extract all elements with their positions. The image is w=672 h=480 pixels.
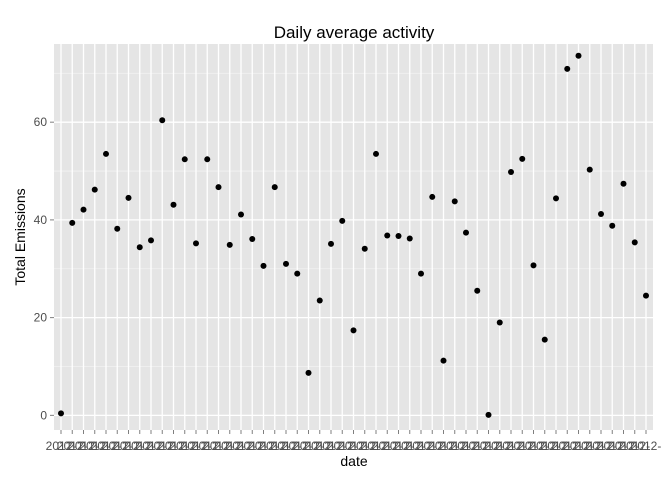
data-point bbox=[598, 211, 604, 217]
data-point bbox=[621, 181, 627, 187]
data-point bbox=[407, 235, 413, 241]
data-point bbox=[452, 198, 458, 204]
data-point bbox=[519, 156, 525, 162]
data-point bbox=[261, 263, 267, 269]
data-point bbox=[576, 53, 582, 59]
data-point bbox=[182, 156, 188, 162]
data-point bbox=[159, 117, 165, 123]
data-point bbox=[249, 236, 255, 242]
data-point bbox=[531, 262, 537, 268]
data-point bbox=[306, 370, 312, 376]
data-point bbox=[373, 151, 379, 157]
data-point bbox=[272, 184, 278, 190]
y-tick-label: 20 bbox=[34, 311, 48, 325]
data-point bbox=[81, 207, 87, 213]
data-point bbox=[463, 230, 469, 236]
data-point bbox=[564, 66, 570, 72]
x-axis-ticks: 2012-2012-2012-2012-2012-2012-2012-2012-… bbox=[46, 430, 662, 453]
data-point bbox=[553, 195, 559, 201]
data-point bbox=[193, 240, 199, 246]
data-point bbox=[204, 156, 210, 162]
data-point bbox=[58, 410, 64, 416]
data-point bbox=[92, 187, 98, 193]
data-point bbox=[351, 327, 357, 333]
x-axis-title: date bbox=[340, 453, 367, 469]
data-point bbox=[587, 167, 593, 173]
data-point bbox=[114, 226, 120, 232]
data-point bbox=[126, 195, 132, 201]
data-point bbox=[609, 223, 615, 229]
data-point bbox=[542, 337, 548, 343]
data-point bbox=[328, 241, 334, 247]
data-point bbox=[69, 220, 75, 226]
y-axis-ticks: 0 20 40 60 bbox=[34, 115, 54, 422]
data-point bbox=[486, 412, 492, 418]
y-axis-title: Total Emissions bbox=[12, 188, 28, 285]
data-point bbox=[216, 184, 222, 190]
data-point bbox=[396, 233, 402, 239]
data-point bbox=[227, 242, 233, 248]
data-point bbox=[508, 169, 514, 175]
y-tick-label: 0 bbox=[40, 408, 47, 422]
data-point bbox=[148, 237, 154, 243]
data-point bbox=[497, 320, 503, 326]
data-point bbox=[238, 212, 244, 218]
data-point bbox=[171, 202, 177, 208]
x-tick-label: 2012- bbox=[631, 439, 662, 453]
data-point bbox=[429, 194, 435, 200]
data-point bbox=[441, 358, 447, 364]
data-point bbox=[632, 239, 638, 245]
data-point bbox=[103, 151, 109, 157]
data-point bbox=[137, 244, 143, 250]
y-tick-label: 60 bbox=[34, 115, 48, 129]
data-point bbox=[474, 288, 480, 294]
data-point bbox=[384, 233, 390, 239]
y-tick-label: 40 bbox=[34, 213, 48, 227]
data-point bbox=[418, 271, 424, 277]
data-point bbox=[294, 271, 300, 277]
data-point bbox=[283, 261, 289, 267]
data-point bbox=[339, 218, 345, 224]
data-point bbox=[362, 246, 368, 252]
data-point bbox=[643, 293, 649, 299]
chart-title: Daily average activity bbox=[274, 23, 435, 42]
data-point bbox=[317, 298, 323, 304]
